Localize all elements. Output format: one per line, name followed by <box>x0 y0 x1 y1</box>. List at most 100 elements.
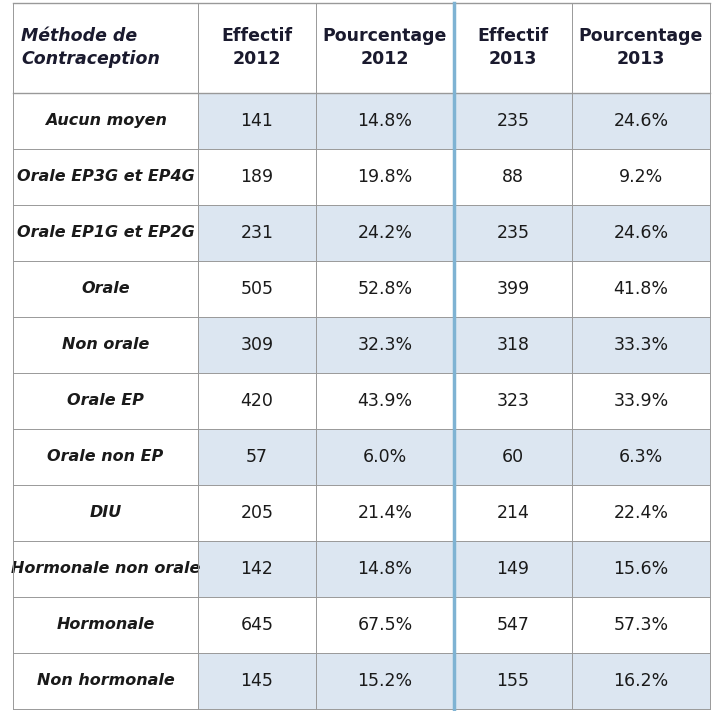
Text: 189: 189 <box>241 168 273 186</box>
Text: 43.9%: 43.9% <box>357 392 413 410</box>
Text: 33.9%: 33.9% <box>613 392 669 410</box>
Bar <box>572 484 710 540</box>
Bar <box>13 3 710 92</box>
Text: 19.8%: 19.8% <box>357 168 413 186</box>
Bar <box>13 149 198 205</box>
Text: 24.6%: 24.6% <box>613 223 669 242</box>
Text: 323: 323 <box>497 392 529 410</box>
Bar <box>454 260 572 316</box>
Bar <box>198 540 316 597</box>
Bar <box>198 316 316 373</box>
Bar <box>198 429 316 484</box>
Text: Effectif
2013: Effectif 2013 <box>477 27 549 68</box>
Text: 318: 318 <box>497 336 529 353</box>
Text: 15.6%: 15.6% <box>613 560 669 577</box>
Bar <box>198 149 316 205</box>
Text: 32.3%: 32.3% <box>357 336 413 353</box>
Bar <box>316 429 454 484</box>
Text: 24.2%: 24.2% <box>357 223 413 242</box>
Text: 645: 645 <box>241 616 273 634</box>
Text: 41.8%: 41.8% <box>614 279 669 297</box>
Bar <box>13 653 198 708</box>
Text: 231: 231 <box>241 223 273 242</box>
Bar <box>316 316 454 373</box>
Bar <box>13 540 198 597</box>
Bar <box>316 653 454 708</box>
Bar <box>316 260 454 316</box>
Bar <box>454 149 572 205</box>
Bar <box>454 653 572 708</box>
Bar <box>572 205 710 260</box>
Bar <box>454 484 572 540</box>
Bar <box>316 149 454 205</box>
Text: 57: 57 <box>246 447 268 466</box>
Text: 88: 88 <box>502 168 524 186</box>
Text: 33.3%: 33.3% <box>613 336 669 353</box>
Text: 214: 214 <box>497 503 529 521</box>
Text: 14.8%: 14.8% <box>357 112 413 129</box>
Bar <box>13 260 198 316</box>
Text: 399: 399 <box>497 279 530 297</box>
Text: Hormonale: Hormonale <box>56 617 155 632</box>
Bar <box>13 373 198 429</box>
Text: 67.5%: 67.5% <box>357 616 413 634</box>
Text: Non hormonale: Non hormonale <box>37 673 174 688</box>
Text: 52.8%: 52.8% <box>357 279 413 297</box>
Text: 21.4%: 21.4% <box>357 503 413 521</box>
Bar <box>572 92 710 149</box>
Text: Orale EP1G et EP2G: Orale EP1G et EP2G <box>17 225 194 240</box>
Text: Orale EP: Orale EP <box>67 393 144 408</box>
Text: 235: 235 <box>497 223 529 242</box>
Bar <box>316 540 454 597</box>
Bar <box>572 316 710 373</box>
Text: 6.3%: 6.3% <box>619 447 663 466</box>
Text: Pourcentage
2012: Pourcentage 2012 <box>322 27 448 68</box>
Bar <box>13 205 198 260</box>
Text: Pourcentage
2013: Pourcentage 2013 <box>579 27 703 68</box>
Text: 145: 145 <box>241 671 273 690</box>
Bar <box>454 373 572 429</box>
Bar <box>13 597 198 653</box>
Bar <box>316 597 454 653</box>
Text: 142: 142 <box>241 560 273 577</box>
Text: 6.0%: 6.0% <box>363 447 407 466</box>
Bar <box>454 316 572 373</box>
Text: 235: 235 <box>497 112 529 129</box>
Text: Effectif
2012: Effectif 2012 <box>221 27 293 68</box>
Bar <box>13 92 198 149</box>
Text: 205: 205 <box>241 503 273 521</box>
Bar <box>198 653 316 708</box>
Text: 155: 155 <box>497 671 529 690</box>
Bar <box>13 316 198 373</box>
Bar <box>198 205 316 260</box>
Text: 149: 149 <box>497 560 529 577</box>
Text: Non orale: Non orale <box>61 337 149 352</box>
Bar <box>198 260 316 316</box>
Text: 57.3%: 57.3% <box>613 616 669 634</box>
Bar <box>572 260 710 316</box>
Bar <box>316 92 454 149</box>
Bar <box>454 540 572 597</box>
Text: Orale EP3G et EP4G: Orale EP3G et EP4G <box>17 169 194 184</box>
Bar <box>454 597 572 653</box>
Text: Orale: Orale <box>81 281 130 296</box>
Text: Méthode de
Contraception: Méthode de Contraception <box>21 27 160 68</box>
Text: 15.2%: 15.2% <box>357 671 413 690</box>
Bar <box>572 653 710 708</box>
Text: 505: 505 <box>241 279 273 297</box>
Bar <box>454 92 572 149</box>
Text: 14.8%: 14.8% <box>357 560 413 577</box>
Bar <box>572 373 710 429</box>
Bar <box>454 205 572 260</box>
Bar <box>198 484 316 540</box>
Bar <box>316 484 454 540</box>
Bar <box>454 429 572 484</box>
Text: Orale non EP: Orale non EP <box>48 449 163 464</box>
Text: 309: 309 <box>241 336 273 353</box>
Text: 60: 60 <box>502 447 524 466</box>
Text: 16.2%: 16.2% <box>613 671 669 690</box>
Text: 547: 547 <box>497 616 529 634</box>
Bar <box>198 92 316 149</box>
Text: Hormonale non orale: Hormonale non orale <box>11 561 200 576</box>
Text: 141: 141 <box>241 112 273 129</box>
